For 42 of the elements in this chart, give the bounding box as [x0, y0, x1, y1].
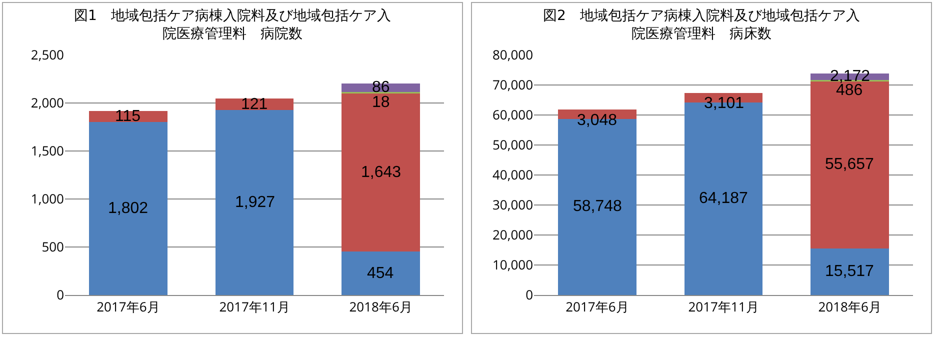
x-tick-label: 2017年11月 [688, 298, 759, 316]
y-tick-label: 1,000 [30, 190, 64, 208]
data-label: 1,927 [235, 194, 276, 211]
y-tick-label: 2,000 [30, 94, 64, 112]
y-tick-label: 80,000 [492, 46, 533, 64]
bar [215, 110, 294, 295]
data-label: 18 [372, 94, 390, 111]
x-tick-label: 2017年6月 [96, 298, 160, 316]
y-tick-label: 70,000 [492, 76, 533, 94]
chart-title: 図1 地域包括ケア病棟入院料及び地域包括ケア入院医療管理料 病院数 [73, 7, 392, 44]
y-tick-label: 60,000 [492, 106, 533, 124]
data-label: 454 [367, 265, 394, 282]
chart-title: 図2 地域包括ケア病棟入院料及び地域包括ケア入院医療管理料 病床数 [542, 7, 861, 44]
y-tick-label: 50,000 [492, 136, 533, 154]
data-label: 58,748 [573, 198, 622, 215]
data-label: 64,187 [699, 190, 748, 207]
x-tick-label: 2018年6月 [818, 298, 882, 316]
y-tick-label: 0 [56, 286, 64, 304]
data-label: 1,802 [108, 200, 148, 217]
data-label: 121 [241, 96, 268, 113]
x-tick-label: 2017年6月 [566, 298, 629, 316]
y-tick-label: 20,000 [492, 226, 533, 244]
bar [810, 81, 889, 248]
x-tick-label: 2018年6月 [349, 298, 412, 316]
data-label: 55,657 [825, 156, 874, 173]
y-tick-label: 2,500 [30, 46, 64, 64]
data-label: 115 [115, 108, 141, 125]
data-label: 486 [836, 82, 863, 99]
bar [342, 94, 420, 252]
bar [342, 251, 420, 295]
y-tick-label: 30,000 [492, 196, 533, 214]
y-tick-label: 0 [526, 286, 533, 304]
x-tick-label: 2017年11月 [219, 298, 290, 316]
bar [89, 122, 168, 295]
y-tick-label: 40,000 [492, 166, 533, 184]
data-label: 15,517 [825, 263, 874, 280]
y-tick-label: 1,500 [30, 142, 64, 160]
y-tick-label: 10,000 [492, 256, 533, 274]
y-tick-label: 500 [42, 238, 64, 256]
bar [810, 248, 889, 295]
data-label: 1,643 [361, 164, 402, 181]
data-label: 86 [372, 79, 390, 96]
